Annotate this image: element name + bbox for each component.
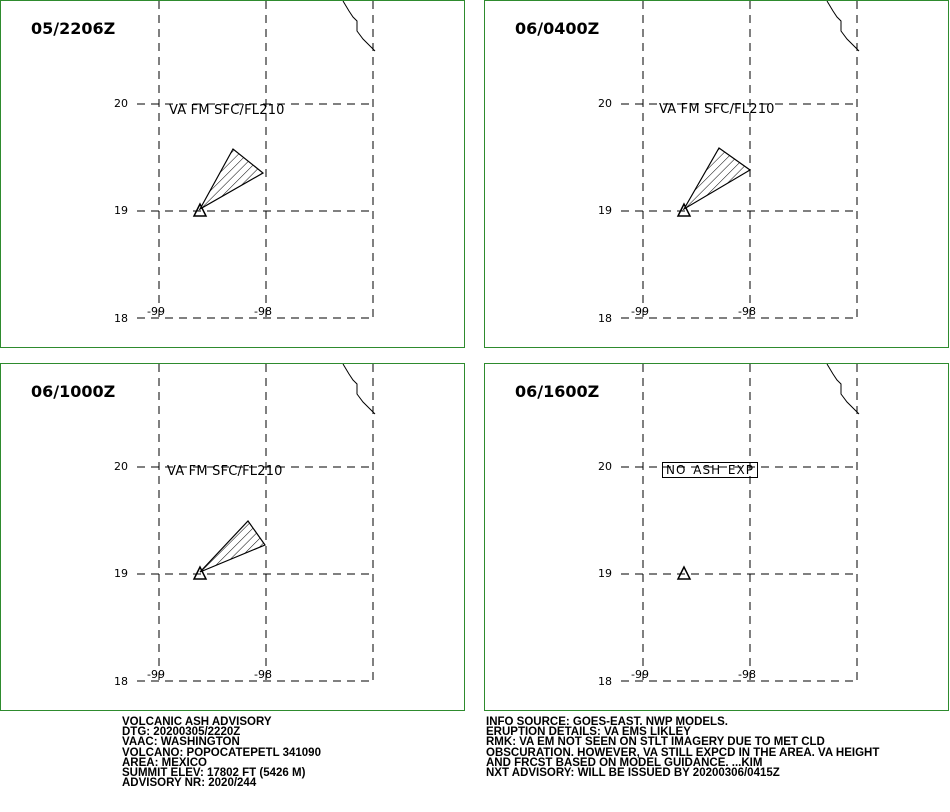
coastline: [342, 1, 376, 52]
lat-label-20: 20: [114, 97, 128, 110]
panel-time: 06/1000Z: [31, 382, 116, 401]
ash-cloud-polygon: [682, 147, 752, 211]
advisory-line: OBSCURATION. HOWEVER, VA STILL EXPCD IN …: [486, 746, 880, 759]
lon-label-98: -98: [738, 305, 756, 318]
no-ash-box: NO ASH EXP: [662, 462, 758, 478]
lat-label-20: 20: [598, 97, 612, 110]
ash-label: VA FM SFC/FL210: [167, 464, 283, 479]
volcano-icon: [192, 565, 208, 580]
advisory-line: AND FRCST BASED ON MODEL GUIDANCE. ...KI…: [486, 756, 763, 769]
lat-label-19: 19: [114, 567, 128, 580]
lat-label-18: 18: [598, 675, 612, 688]
map-graticule: [137, 1, 376, 319]
advisory-line: ERUPTION DETAILS: VA EMS LIKLEY: [486, 726, 691, 739]
lat-label-18: 18: [598, 312, 612, 325]
map-graticule: [621, 1, 860, 319]
advisory-line: SUMMIT ELEV: 17802 FT (5426 M): [122, 766, 306, 779]
lon-label-98: -98: [254, 305, 272, 318]
advisory-line: VAAC: WASHINGTON: [122, 736, 240, 749]
map-graticule: [137, 364, 376, 682]
lat-label-19: 19: [598, 204, 612, 217]
coastline: [826, 364, 860, 415]
map-graticule: [621, 364, 860, 682]
lon-label-99: -99: [631, 305, 649, 318]
advisory-info-left: VOLCANIC ASH ADVISORY DTG: 20200305/2220…: [122, 716, 321, 790]
advisory-line: VOLCANIC ASH ADVISORY: [122, 716, 272, 728]
lat-label-20: 20: [114, 460, 128, 473]
lon-label-99: -99: [147, 305, 165, 318]
ash-cloud-polygon: [199, 520, 266, 573]
advisory-info-right: INFO SOURCE: GOES-EAST. NWP MODELS. ERUP…: [486, 716, 880, 779]
advisory-line: INFO SOURCE: GOES-EAST. NWP MODELS.: [486, 716, 728, 728]
lon-label-99: -99: [631, 668, 649, 681]
volcano-icon: [676, 565, 692, 580]
advisory-line: VOLCANO: POPOCATEPETL 341090: [122, 746, 321, 759]
forecast-panel-4: 06/1600Z NO ASH EXP 20 19 18 -99 -98: [484, 363, 949, 711]
ash-label: VA FM SFC/FL210: [659, 102, 775, 117]
volcano-icon: [676, 202, 692, 217]
ash-label: VA FM SFC/FL210: [169, 103, 285, 118]
advisory-line: NXT ADVISORY: WILL BE ISSUED BY 20200306…: [486, 766, 780, 779]
lon-label-98: -98: [738, 668, 756, 681]
forecast-panel-1: 05/2206Z VA FM SFC/FL210 20 19 18 -99 -9…: [0, 0, 465, 348]
lon-label-98: -98: [254, 668, 272, 681]
ash-cloud-polygon: [198, 148, 265, 211]
advisory-line: RMK: VA EM NOT SEEN ON STLT IMAGERY DUE …: [486, 736, 825, 749]
panel-time: 06/1600Z: [515, 382, 600, 401]
coastline: [826, 1, 860, 52]
volcano-icon: [192, 202, 208, 217]
lon-label-99: -99: [147, 668, 165, 681]
lat-label-18: 18: [114, 312, 128, 325]
lat-label-19: 19: [114, 204, 128, 217]
lat-label-19: 19: [598, 567, 612, 580]
lat-label-20: 20: [598, 460, 612, 473]
panel-time: 05/2206Z: [31, 19, 116, 38]
advisory-line: ADVISORY NR: 2020/244: [122, 777, 257, 790]
lat-label-18: 18: [114, 675, 128, 688]
coastline: [342, 364, 376, 415]
advisory-line: DTG: 20200305/2220Z: [122, 726, 241, 739]
forecast-panel-3: 06/1000Z VA FM SFC/FL210 20 19 18 -99 -9…: [0, 363, 465, 711]
panel-time: 06/0400Z: [515, 19, 600, 38]
forecast-panel-2: 06/0400Z VA FM SFC/FL210 20 19 18 -99 -9…: [484, 0, 949, 348]
advisory-line: AREA: MEXICO: [122, 756, 207, 769]
